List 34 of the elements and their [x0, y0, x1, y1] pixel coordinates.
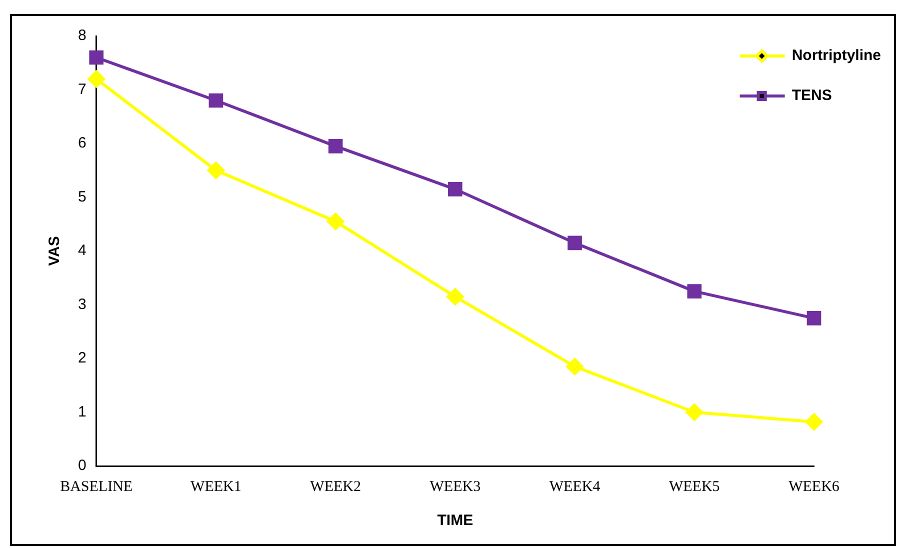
x-tick-label: WEEK4 — [549, 478, 601, 495]
point — [806, 413, 822, 430]
point — [328, 139, 343, 154]
point — [89, 50, 104, 65]
y-tick-label: 1 — [78, 403, 86, 420]
point — [327, 212, 344, 230]
point — [208, 93, 224, 108]
x-tick-label: WEEK2 — [310, 478, 361, 495]
x-tick-label: WEEK1 — [190, 478, 242, 495]
x-axis-title: TIME — [437, 512, 474, 530]
y-tick-label: 0 — [78, 457, 86, 474]
point — [207, 162, 224, 179]
point — [566, 358, 584, 376]
legend-label: TENS — [792, 87, 832, 104]
y-tick-label: 6 — [78, 134, 86, 152]
point — [446, 288, 464, 306]
point — [687, 284, 702, 298]
point — [686, 404, 703, 421]
x-tick-label: WEEK5 — [668, 478, 720, 495]
y-tick-label: 4 — [78, 242, 86, 260]
y-tick-label: 2 — [78, 350, 86, 367]
x-tick-label: BASELINE — [60, 478, 133, 495]
x-tick-label: WEEK3 — [430, 478, 481, 495]
point — [88, 70, 105, 88]
y-tick-label: 7 — [78, 80, 86, 98]
point — [448, 182, 462, 196]
y-tick-label: 8 — [78, 27, 86, 44]
y-axis-title: VAS — [46, 236, 64, 266]
point — [806, 311, 822, 326]
y-tick-label: 5 — [78, 188, 86, 206]
x-tick-label: WEEK6 — [788, 478, 840, 495]
legend-label: Nortriptyline — [792, 47, 882, 64]
y-tick-label: 3 — [78, 296, 86, 313]
point — [568, 236, 582, 250]
